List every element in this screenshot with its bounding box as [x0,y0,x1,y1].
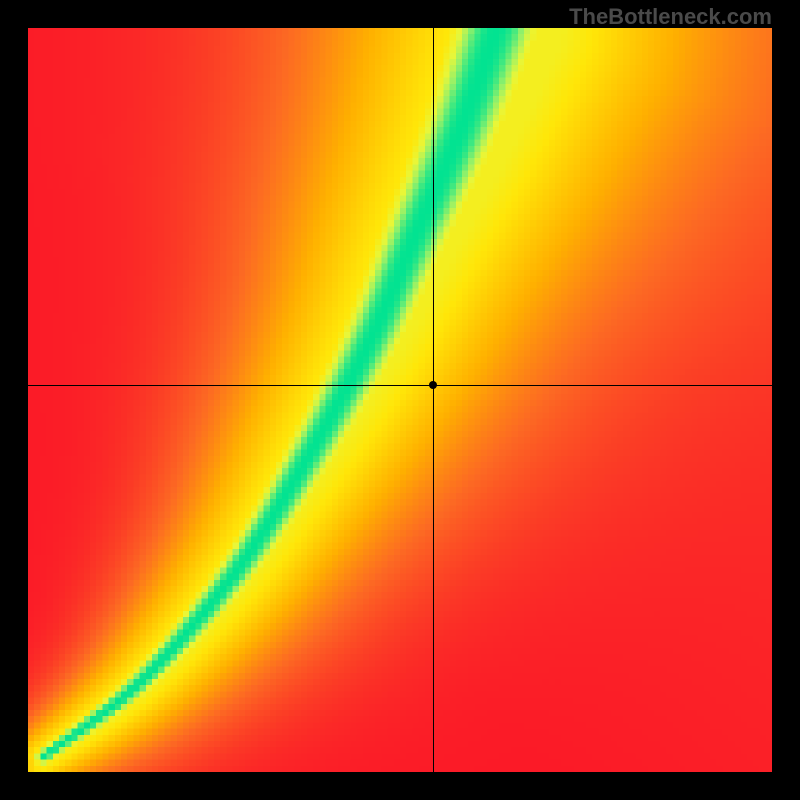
watermark-text: TheBottleneck.com [569,4,772,30]
heatmap-canvas [28,28,772,772]
plot-area [28,28,772,772]
chart-container: TheBottleneck.com [0,0,800,800]
crosshair-horizontal [28,385,772,386]
crosshair-vertical [433,28,434,772]
crosshair-dot [429,381,437,389]
